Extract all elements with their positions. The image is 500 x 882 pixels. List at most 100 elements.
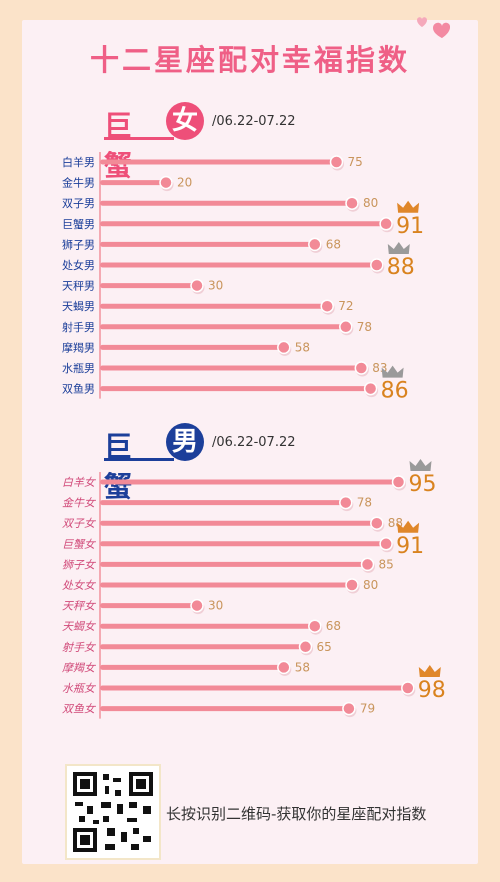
- bar: [100, 541, 387, 547]
- category-label: 射手女: [62, 641, 97, 654]
- bar: [100, 241, 315, 247]
- section-word: 巨蟹: [104, 430, 133, 503]
- bar-end-dot: [391, 475, 406, 489]
- category-label: 水瓶男: [62, 361, 95, 375]
- value-label-highlight: 91: [396, 534, 424, 559]
- crown-icon: [381, 365, 404, 378]
- bar-end-dot: [345, 196, 359, 210]
- category-label: 天蝎男: [62, 300, 95, 313]
- value-label: 30: [208, 599, 223, 613]
- category-label: 处女女: [62, 579, 97, 592]
- value-label-highlight: 91: [396, 214, 424, 239]
- section-word: 巨蟹: [104, 109, 133, 182]
- page-title: 十二星座配对幸福指数: [89, 43, 410, 77]
- category-label: 白羊男: [62, 155, 95, 169]
- bar-end-dot: [277, 660, 291, 675]
- bar: [100, 685, 408, 691]
- category-label: 双子男: [62, 197, 95, 210]
- bar-end-dot: [360, 557, 375, 572]
- section-date: /06.22-07.22: [212, 435, 296, 450]
- category-label: 巨蟹女: [62, 538, 97, 551]
- value-label: 58: [295, 660, 310, 674]
- bar: [100, 706, 349, 712]
- category-label: 狮子男: [62, 238, 95, 251]
- bar-end-dot: [308, 619, 322, 633]
- category-label: 射手男: [62, 320, 95, 334]
- section-underline: [104, 137, 174, 140]
- bar: [100, 479, 399, 485]
- bar: [100, 664, 284, 670]
- bar: [100, 324, 346, 330]
- category-label: 天秤女: [62, 600, 97, 613]
- category-label: 天秤男: [62, 280, 95, 293]
- bar: [100, 365, 362, 371]
- bar: [100, 221, 387, 227]
- value-label: 58: [295, 340, 310, 354]
- crown-icon: [409, 459, 432, 471]
- category-label: 双鱼男: [62, 382, 95, 396]
- bar-end-dot: [379, 537, 393, 551]
- gender-badge: 女: [166, 102, 204, 140]
- bar: [100, 180, 166, 186]
- bar-end-dot: [363, 381, 378, 396]
- value-label-highlight: 88: [387, 255, 415, 280]
- category-label: 摩羯男: [62, 340, 95, 354]
- bar: [100, 303, 328, 309]
- bar-end-dot: [320, 299, 334, 313]
- value-label: 72: [338, 299, 353, 313]
- hearts-icon: [417, 17, 450, 38]
- bar-end-dot: [190, 598, 204, 613]
- value-label-highlight: 86: [381, 379, 409, 404]
- bar: [100, 344, 284, 350]
- bar-end-dot: [329, 155, 344, 169]
- value-label: 68: [326, 237, 341, 251]
- bar-end-dot: [159, 175, 173, 190]
- gender-badge: 男: [166, 423, 204, 461]
- crown-icon: [387, 242, 410, 254]
- bar: [100, 283, 197, 289]
- bar-end-dot: [370, 258, 384, 272]
- bar-end-dot: [190, 278, 204, 293]
- bar-end-dot: [339, 495, 353, 510]
- category-label: 双子女: [62, 517, 97, 530]
- bar: [100, 159, 337, 165]
- bar-end-dot: [370, 516, 384, 530]
- value-label: 75: [348, 155, 363, 169]
- value-label: 85: [379, 557, 394, 571]
- footer-text: 长按识别二维码-获取你的星座配对指数: [166, 805, 427, 823]
- value-label: 80: [363, 578, 378, 592]
- category-label: 金牛男: [62, 176, 95, 190]
- bar: [100, 500, 346, 506]
- category-label: 摩羯女: [62, 661, 97, 674]
- value-label: 78: [357, 496, 372, 510]
- bar: [100, 262, 377, 268]
- bar: [100, 644, 306, 650]
- value-label: 68: [326, 619, 341, 633]
- category-label: 水瓶女: [62, 682, 97, 695]
- category-label: 白羊女: [62, 476, 97, 489]
- bar-end-dot: [379, 217, 393, 231]
- bar-end-dot: [342, 701, 356, 716]
- value-label-highlight: 98: [418, 678, 446, 703]
- qr-code-icon[interactable]: [65, 764, 161, 860]
- category-label: 金牛女: [62, 497, 97, 510]
- bar-end-dot: [298, 640, 313, 654]
- bar: [100, 520, 377, 526]
- bar: [100, 200, 352, 206]
- bar-end-dot: [308, 237, 322, 252]
- value-label: 80: [363, 196, 378, 210]
- value-label: 20: [177, 176, 192, 190]
- crown-icon: [397, 200, 420, 213]
- bar-end-dot: [277, 340, 291, 355]
- bar: [100, 603, 197, 609]
- bar: [100, 561, 368, 567]
- category-label: 狮子女: [62, 558, 97, 571]
- bar-end-dot: [354, 361, 369, 375]
- section-underline: [104, 458, 174, 461]
- category-label: 处女男: [62, 258, 95, 272]
- section-date: /06.22-07.22: [212, 114, 296, 129]
- bar-end-dot: [339, 320, 353, 334]
- qr-pattern: [73, 772, 153, 852]
- value-label-highlight: 95: [409, 472, 437, 497]
- category-label: 天蝎女: [62, 620, 97, 633]
